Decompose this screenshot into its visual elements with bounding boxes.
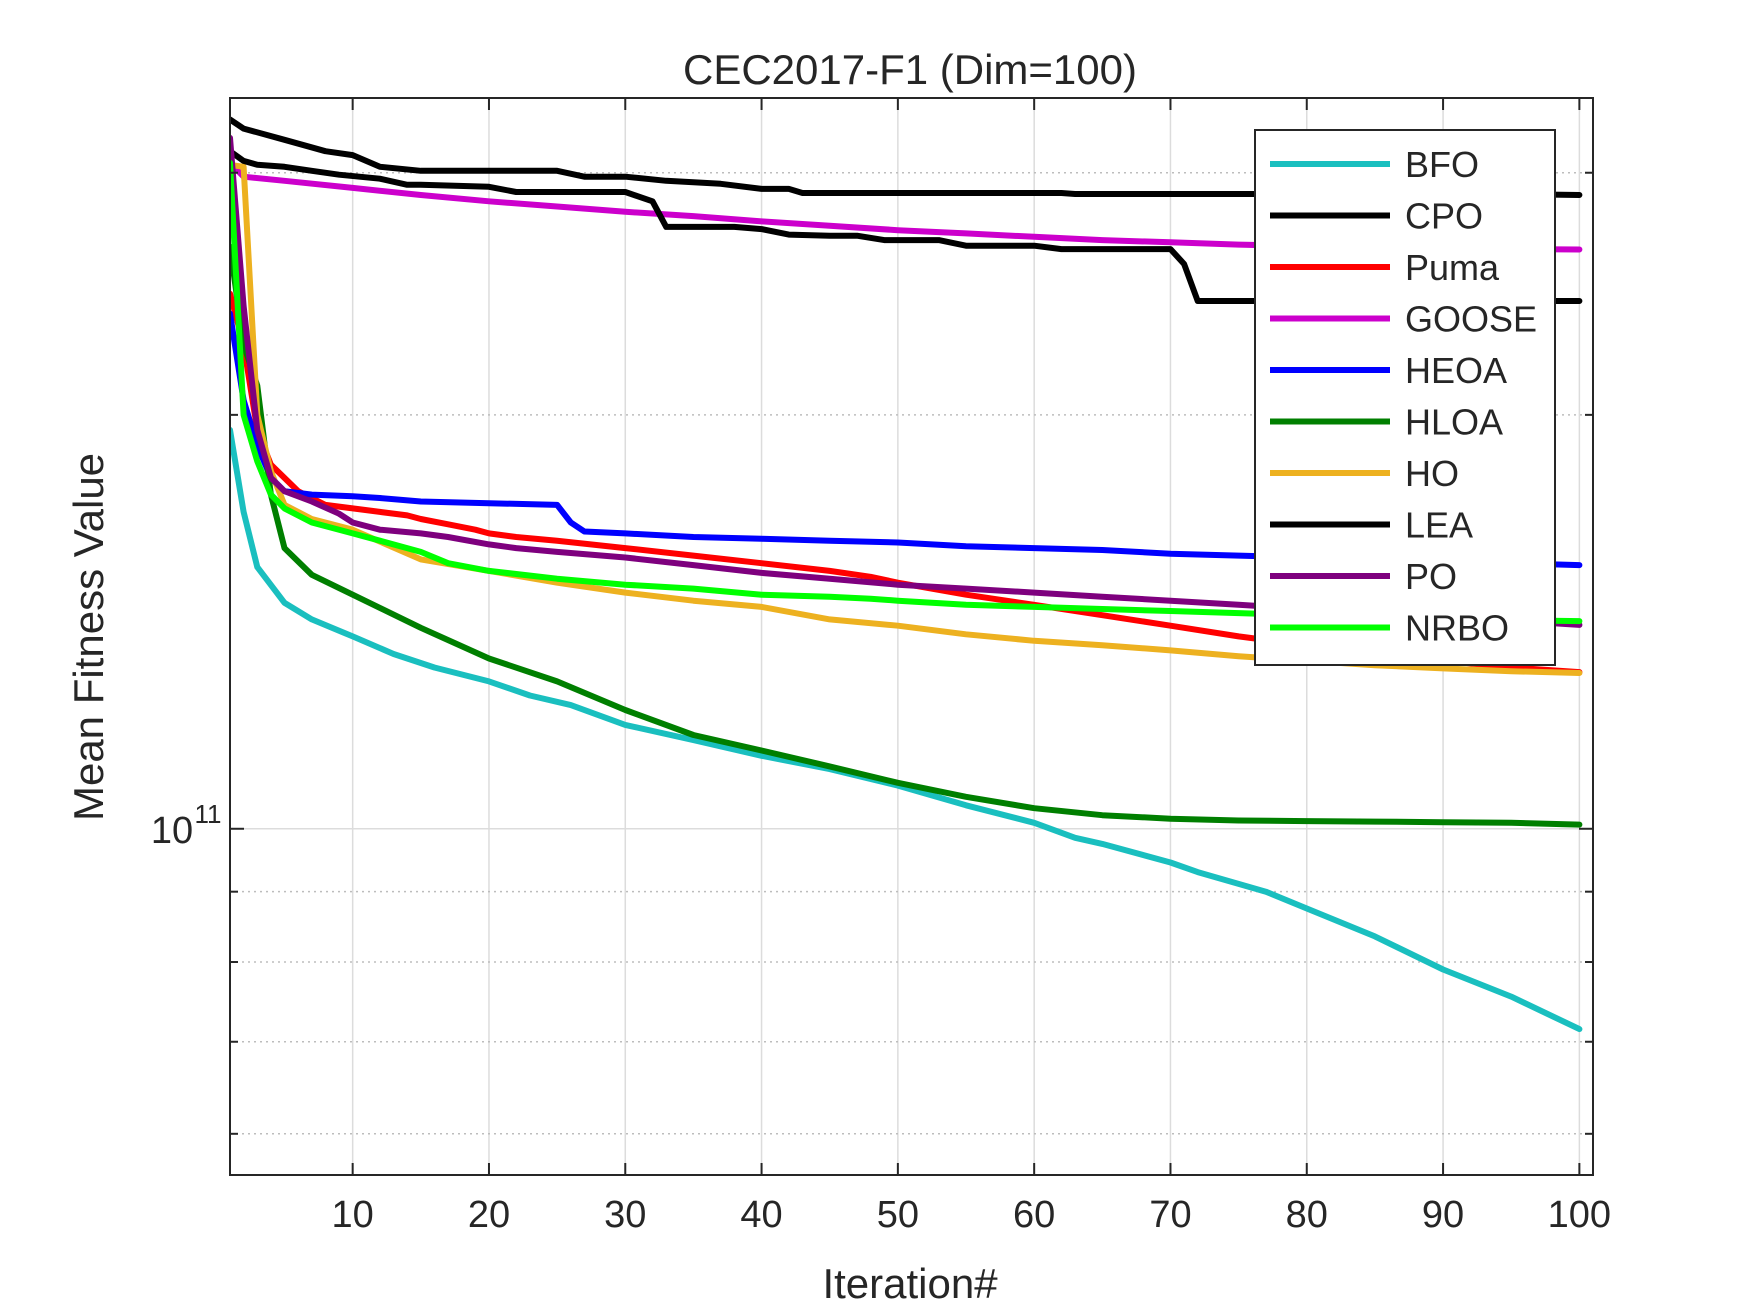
x-axis-label: Iteration# bbox=[822, 1260, 998, 1307]
series-line-lea bbox=[230, 148, 1583, 304]
chart-title: CEC2017-F1 (Dim=100) bbox=[683, 46, 1137, 93]
y-tick-label-exponent: 11 bbox=[195, 799, 222, 829]
x-tick-label: 30 bbox=[604, 1194, 646, 1236]
legend-label: BFO bbox=[1405, 144, 1479, 185]
legend-label: HLOA bbox=[1405, 402, 1503, 443]
legend-label: GOOSE bbox=[1405, 299, 1537, 340]
x-tick-label: 20 bbox=[468, 1194, 510, 1236]
legend-label: HO bbox=[1405, 453, 1459, 494]
x-tick-label: 70 bbox=[1149, 1194, 1191, 1236]
x-tick-label: 40 bbox=[740, 1194, 782, 1236]
axes-box bbox=[229, 97, 1594, 1176]
x-tick-label: 50 bbox=[877, 1194, 919, 1236]
legend: BFO CPO Puma GOOSE HEOA HLOA HO LEA PO NRBO bbox=[1254, 129, 1556, 666]
series-line-hloa bbox=[230, 243, 1583, 828]
legend-label: CPO bbox=[1405, 196, 1483, 237]
x-tick-label: 100 bbox=[1548, 1194, 1611, 1236]
x-tick-label: 90 bbox=[1422, 1194, 1464, 1236]
legend-label: NRBO bbox=[1405, 608, 1509, 649]
x-tick-label: 60 bbox=[1013, 1194, 1055, 1236]
x-tick-label: 10 bbox=[332, 1194, 374, 1236]
legend-label: HEOA bbox=[1405, 350, 1507, 391]
y-axis-label: Mean Fitness Value bbox=[65, 453, 112, 821]
y-tick-label: 10 bbox=[151, 810, 193, 852]
x-tick-label: 80 bbox=[1286, 1194, 1328, 1236]
series-line-bfo bbox=[230, 427, 1583, 1033]
legend-label: PO bbox=[1405, 556, 1457, 597]
legend-label: LEA bbox=[1405, 505, 1473, 546]
legend-label: Puma bbox=[1405, 247, 1500, 288]
